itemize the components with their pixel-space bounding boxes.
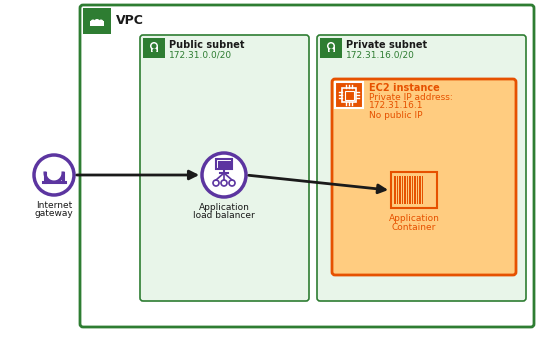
Bar: [414, 176, 416, 204]
Bar: [344, 91, 354, 99]
Bar: [412, 176, 413, 204]
Text: 172.31.16.1: 172.31.16.1: [369, 101, 424, 111]
Bar: [90, 21, 104, 26]
Bar: [342, 88, 356, 102]
Text: Application: Application: [389, 214, 439, 223]
Circle shape: [150, 42, 158, 50]
Bar: [409, 176, 411, 204]
Text: Application: Application: [198, 203, 250, 212]
Circle shape: [34, 155, 74, 195]
Text: Container: Container: [392, 223, 436, 232]
Bar: [406, 176, 407, 204]
FancyBboxPatch shape: [317, 35, 526, 301]
Circle shape: [151, 43, 156, 49]
Bar: [418, 176, 420, 204]
Bar: [216, 159, 232, 169]
Text: Internet: Internet: [36, 201, 72, 210]
Circle shape: [328, 43, 334, 49]
Circle shape: [229, 180, 235, 186]
Text: Private IP address:: Private IP address:: [369, 92, 453, 101]
FancyBboxPatch shape: [332, 79, 516, 275]
Circle shape: [94, 19, 100, 25]
Text: 172.31.16.0/20: 172.31.16.0/20: [346, 51, 415, 60]
Text: gateway: gateway: [34, 210, 73, 218]
Circle shape: [221, 180, 227, 186]
Bar: [421, 176, 423, 204]
Bar: [218, 160, 231, 167]
Bar: [404, 176, 405, 204]
Text: Private subnet: Private subnet: [346, 40, 427, 50]
Circle shape: [202, 153, 246, 197]
Text: EC2 instance: EC2 instance: [369, 83, 440, 93]
Circle shape: [91, 20, 95, 25]
Bar: [402, 176, 403, 204]
Bar: [398, 176, 401, 204]
Bar: [150, 47, 157, 52]
Bar: [335, 82, 363, 108]
Circle shape: [327, 42, 335, 50]
Text: No public IP: No public IP: [369, 111, 423, 120]
Bar: [391, 172, 437, 208]
FancyBboxPatch shape: [140, 35, 309, 301]
Text: VPC: VPC: [116, 14, 144, 28]
Bar: [394, 176, 396, 204]
Circle shape: [213, 180, 219, 186]
Circle shape: [99, 20, 103, 25]
FancyBboxPatch shape: [80, 5, 534, 327]
Text: 172.31.0.0/20: 172.31.0.0/20: [169, 51, 232, 60]
Bar: [143, 38, 165, 58]
Bar: [83, 8, 111, 34]
Bar: [328, 47, 335, 52]
Text: load balancer: load balancer: [193, 212, 255, 220]
Bar: [417, 176, 418, 204]
Bar: [320, 38, 342, 58]
Text: Public subnet: Public subnet: [169, 40, 245, 50]
